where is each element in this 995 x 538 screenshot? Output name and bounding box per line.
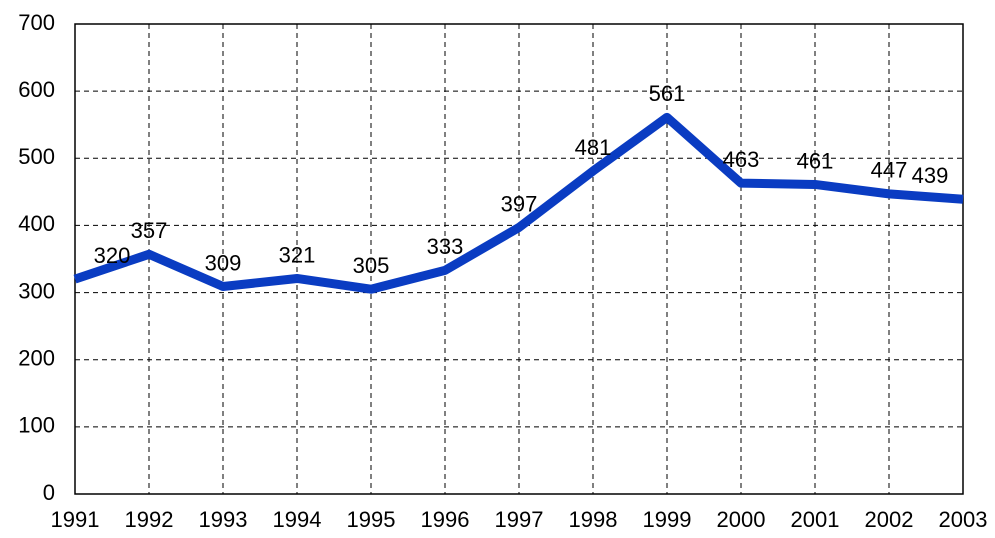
data-label: 397 [501,191,538,216]
y-tick-label: 300 [18,278,55,303]
x-tick-label: 1991 [51,507,100,532]
x-tick-label: 2001 [791,507,840,532]
y-tick-label: 200 [18,346,55,371]
x-tick-label: 1997 [495,507,544,532]
data-label: 333 [427,234,464,259]
data-label: 320 [94,243,131,268]
y-tick-label: 700 [18,10,55,35]
x-tick-label: 1996 [421,507,470,532]
x-tick-label: 1992 [125,507,174,532]
x-tick-label: 2003 [939,507,988,532]
data-label: 447 [871,158,908,183]
x-tick-label: 1993 [199,507,248,532]
x-tick-label: 2000 [717,507,766,532]
x-tick-label: 1994 [273,507,322,532]
y-tick-label: 500 [18,144,55,169]
x-tick-label: 1995 [347,507,396,532]
x-tick-label: 2002 [865,507,914,532]
data-label: 561 [649,81,686,106]
data-label: 461 [797,148,834,173]
data-label: 357 [131,218,168,243]
line [73,112,964,294]
y-tick-label: 100 [18,413,55,438]
x-tick-label: 1998 [569,507,618,532]
data-label: 463 [723,147,760,172]
data-label: 321 [279,242,316,267]
data-label: 305 [353,253,390,278]
data-label: 439 [912,163,949,188]
data-label: 309 [205,250,242,275]
y-tick-label: 0 [43,480,55,505]
x-tick-label: 1999 [643,507,692,532]
y-tick-label: 600 [18,77,55,102]
data-label: 481 [575,135,612,160]
y-tick-label: 400 [18,211,55,236]
